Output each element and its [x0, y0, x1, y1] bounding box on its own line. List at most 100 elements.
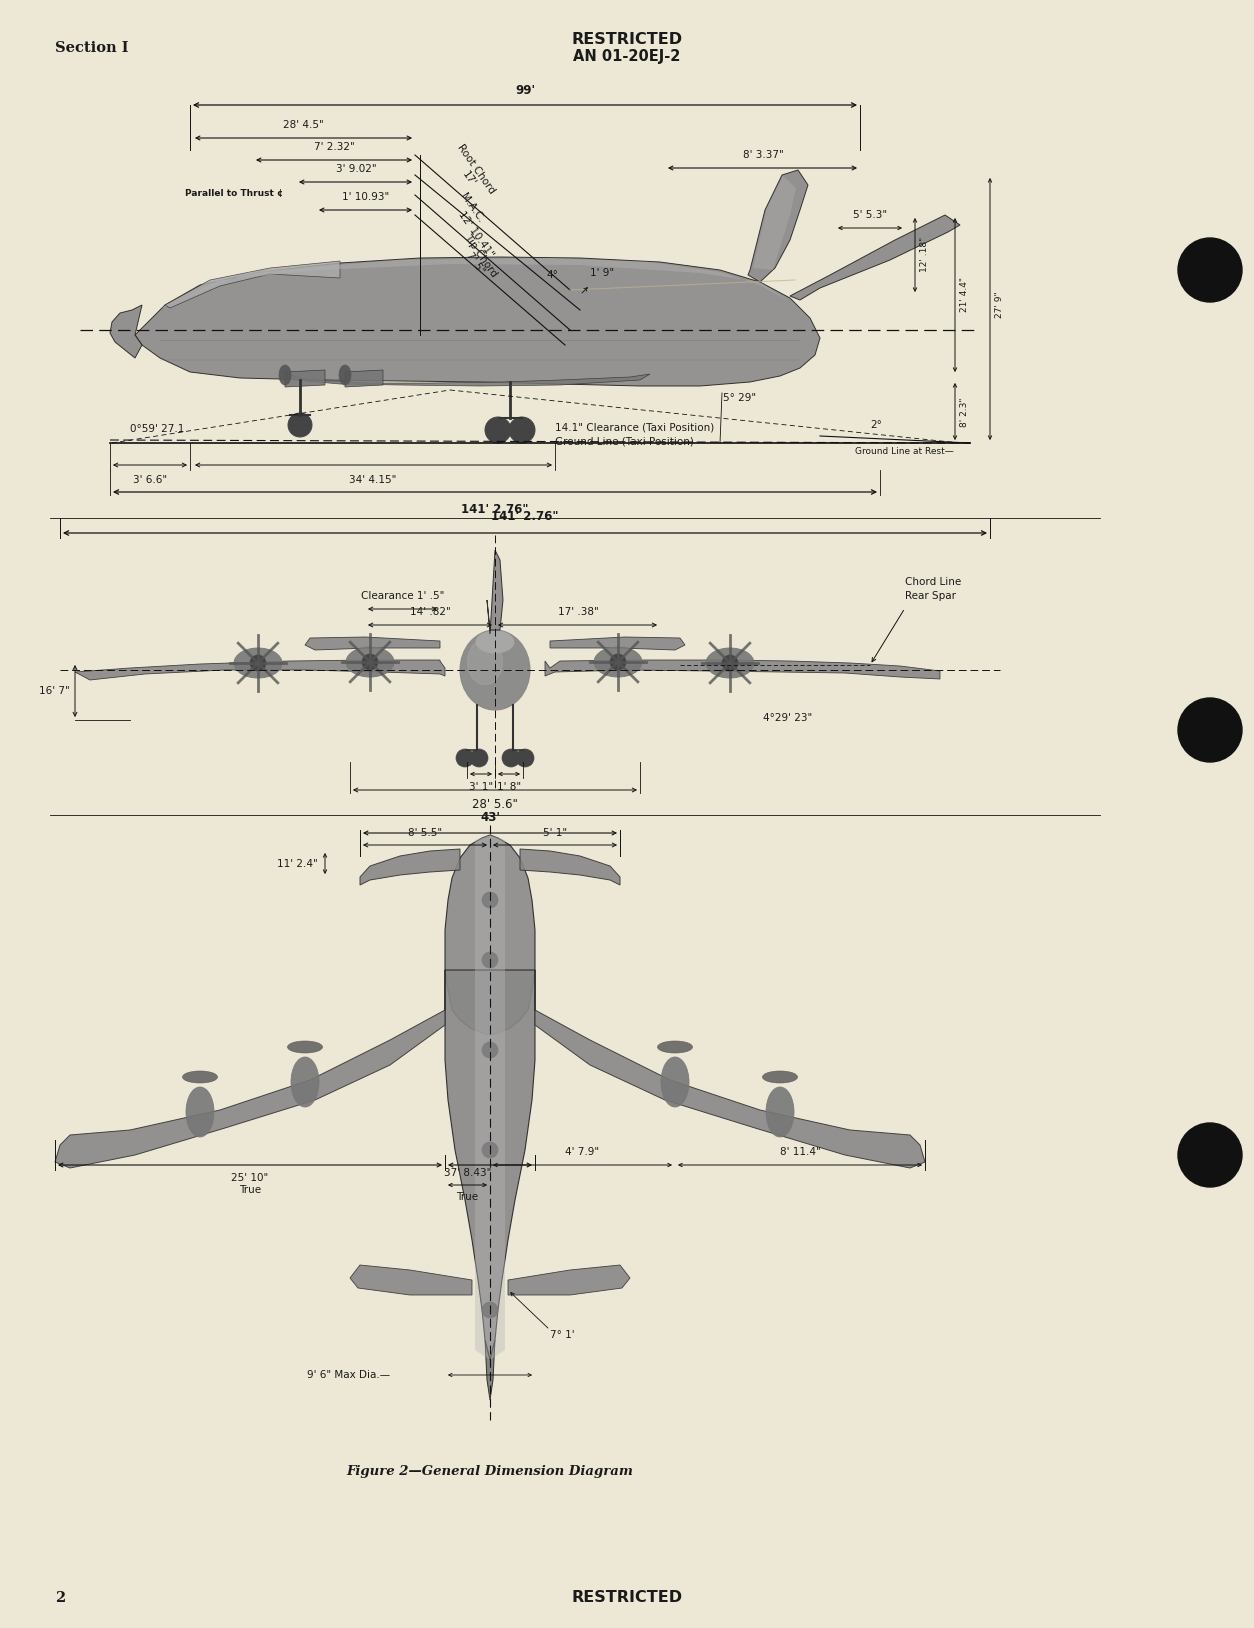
Circle shape [609, 654, 626, 671]
Text: Ground Line (Taxi Position): Ground Line (Taxi Position) [556, 436, 693, 446]
Ellipse shape [661, 1057, 688, 1107]
Ellipse shape [346, 646, 394, 677]
Text: Section I: Section I [55, 41, 128, 55]
Text: 8' 5.5": 8' 5.5" [408, 829, 443, 838]
Polygon shape [285, 370, 325, 387]
Polygon shape [545, 659, 940, 679]
Polygon shape [345, 370, 382, 387]
Circle shape [482, 1302, 498, 1319]
Ellipse shape [468, 640, 503, 684]
Text: 3' 1": 3' 1" [469, 781, 493, 791]
Polygon shape [305, 637, 440, 650]
Ellipse shape [278, 365, 291, 384]
Text: 43': 43' [480, 811, 500, 824]
Text: 25' 10": 25' 10" [232, 1174, 268, 1184]
Text: 0°59' 27.1: 0°59' 27.1 [130, 423, 184, 435]
Text: 1' 8": 1' 8" [497, 781, 522, 791]
Text: Figure 2—General Dimension Diagram: Figure 2—General Dimension Diagram [346, 1465, 633, 1478]
Ellipse shape [339, 365, 351, 384]
Polygon shape [55, 970, 445, 1167]
Text: Chord Line: Chord Line [905, 576, 962, 588]
Text: 12' .18": 12' .18" [920, 236, 929, 272]
Ellipse shape [287, 1040, 322, 1053]
Circle shape [456, 749, 474, 767]
Text: 3' 9.02": 3' 9.02" [336, 164, 376, 174]
Text: 11' 2.4": 11' 2.4" [277, 860, 319, 869]
Circle shape [1178, 698, 1241, 762]
Polygon shape [166, 260, 340, 308]
Text: True: True [240, 1185, 261, 1195]
Text: 7' 5": 7' 5" [464, 251, 487, 275]
Polygon shape [161, 257, 790, 308]
Ellipse shape [234, 648, 282, 677]
Text: 5' 5.3": 5' 5.3" [853, 210, 887, 220]
Circle shape [482, 1042, 498, 1058]
Ellipse shape [706, 648, 754, 677]
Text: 28' 4.5": 28' 4.5" [282, 120, 324, 130]
Circle shape [1178, 1123, 1241, 1187]
Text: 16' 7": 16' 7" [39, 685, 70, 697]
Text: 4°: 4° [545, 270, 558, 280]
Circle shape [509, 417, 535, 443]
Text: 141' 2.76": 141' 2.76" [492, 510, 559, 523]
Text: 17': 17' [460, 169, 478, 189]
Text: 21' 4.4": 21' 4.4" [961, 277, 969, 313]
Text: 5° 29": 5° 29" [724, 392, 756, 404]
Text: 17' .38": 17' .38" [558, 607, 598, 617]
Ellipse shape [766, 1088, 794, 1136]
Polygon shape [535, 970, 925, 1167]
Ellipse shape [477, 632, 514, 653]
Ellipse shape [460, 630, 530, 710]
Text: 1' 9": 1' 9" [589, 269, 614, 278]
Circle shape [362, 654, 377, 671]
Circle shape [470, 749, 488, 767]
Text: 141' 2.76": 141' 2.76" [461, 503, 529, 516]
Text: True: True [456, 1192, 479, 1201]
Text: 2: 2 [55, 1591, 65, 1605]
Text: Clearance 1' .5": Clearance 1' .5" [361, 591, 445, 601]
Polygon shape [747, 169, 808, 282]
Circle shape [250, 654, 266, 671]
Ellipse shape [657, 1040, 692, 1053]
Text: RESTRICTED: RESTRICTED [572, 1591, 682, 1605]
Text: 8' 11.4": 8' 11.4" [780, 1148, 820, 1158]
Text: 7° 1': 7° 1' [551, 1330, 574, 1340]
Text: 34' 4.15": 34' 4.15" [350, 475, 396, 485]
Text: 4' 7.9": 4' 7.9" [566, 1148, 599, 1158]
Text: Root Chord: Root Chord [455, 142, 497, 195]
Polygon shape [445, 970, 535, 1359]
Polygon shape [485, 1340, 495, 1400]
Text: 37' 8.43": 37' 8.43" [444, 1167, 492, 1179]
Text: M.A.C.: M.A.C. [458, 190, 485, 225]
Text: 14' .82": 14' .82" [410, 607, 450, 617]
Text: 8' 3.37": 8' 3.37" [742, 150, 784, 160]
Text: Rear Spar: Rear Spar [905, 591, 956, 601]
Polygon shape [752, 176, 796, 270]
Text: Ground Line at Rest—: Ground Line at Rest— [855, 448, 954, 456]
Text: 8' 2.3": 8' 2.3" [961, 397, 969, 427]
Polygon shape [360, 848, 460, 886]
Text: 2°: 2° [870, 420, 882, 430]
Circle shape [482, 892, 498, 908]
Text: 9' 6" Max Dia.—: 9' 6" Max Dia.— [307, 1371, 390, 1381]
Text: Parallel to Thrust ¢: Parallel to Thrust ¢ [186, 189, 283, 199]
Text: Tip Chord: Tip Chord [461, 233, 499, 278]
Polygon shape [487, 550, 503, 633]
Circle shape [1178, 238, 1241, 303]
Ellipse shape [762, 1071, 798, 1083]
Polygon shape [508, 1265, 630, 1294]
Circle shape [288, 414, 312, 436]
Text: 7' 2.32": 7' 2.32" [314, 142, 355, 151]
Ellipse shape [594, 646, 642, 677]
Polygon shape [350, 1265, 472, 1294]
Polygon shape [790, 215, 961, 300]
Polygon shape [135, 257, 820, 386]
Circle shape [482, 952, 498, 969]
Ellipse shape [183, 1071, 217, 1083]
Text: 12' 10.41": 12' 10.41" [456, 210, 495, 259]
Text: 4°29' 23": 4°29' 23" [762, 713, 813, 723]
Circle shape [485, 417, 510, 443]
Polygon shape [475, 835, 505, 1359]
Circle shape [515, 749, 534, 767]
Polygon shape [445, 835, 535, 1035]
